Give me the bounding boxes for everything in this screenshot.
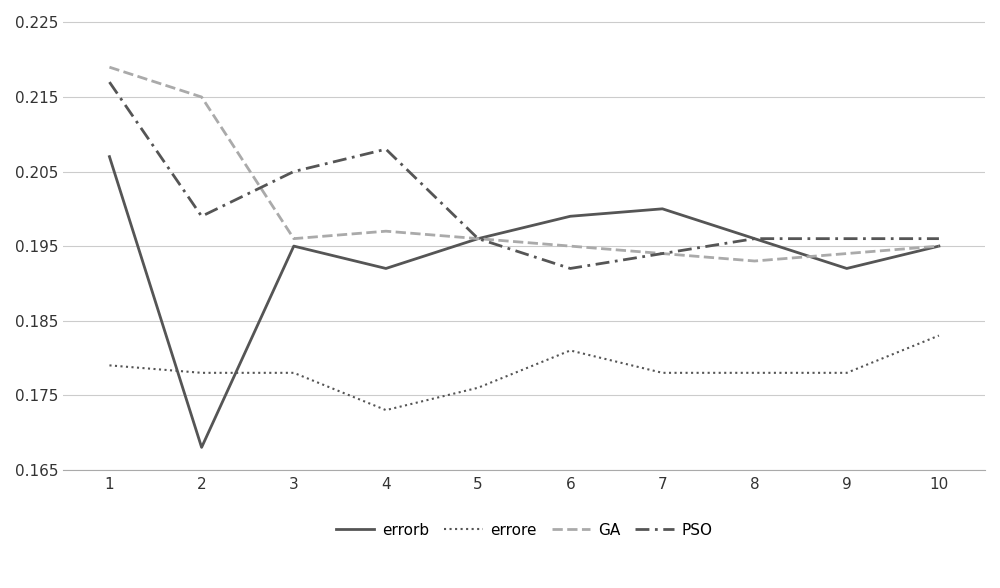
Legend: errorb, errore, GA, PSO: errorb, errore, GA, PSO (330, 517, 718, 544)
